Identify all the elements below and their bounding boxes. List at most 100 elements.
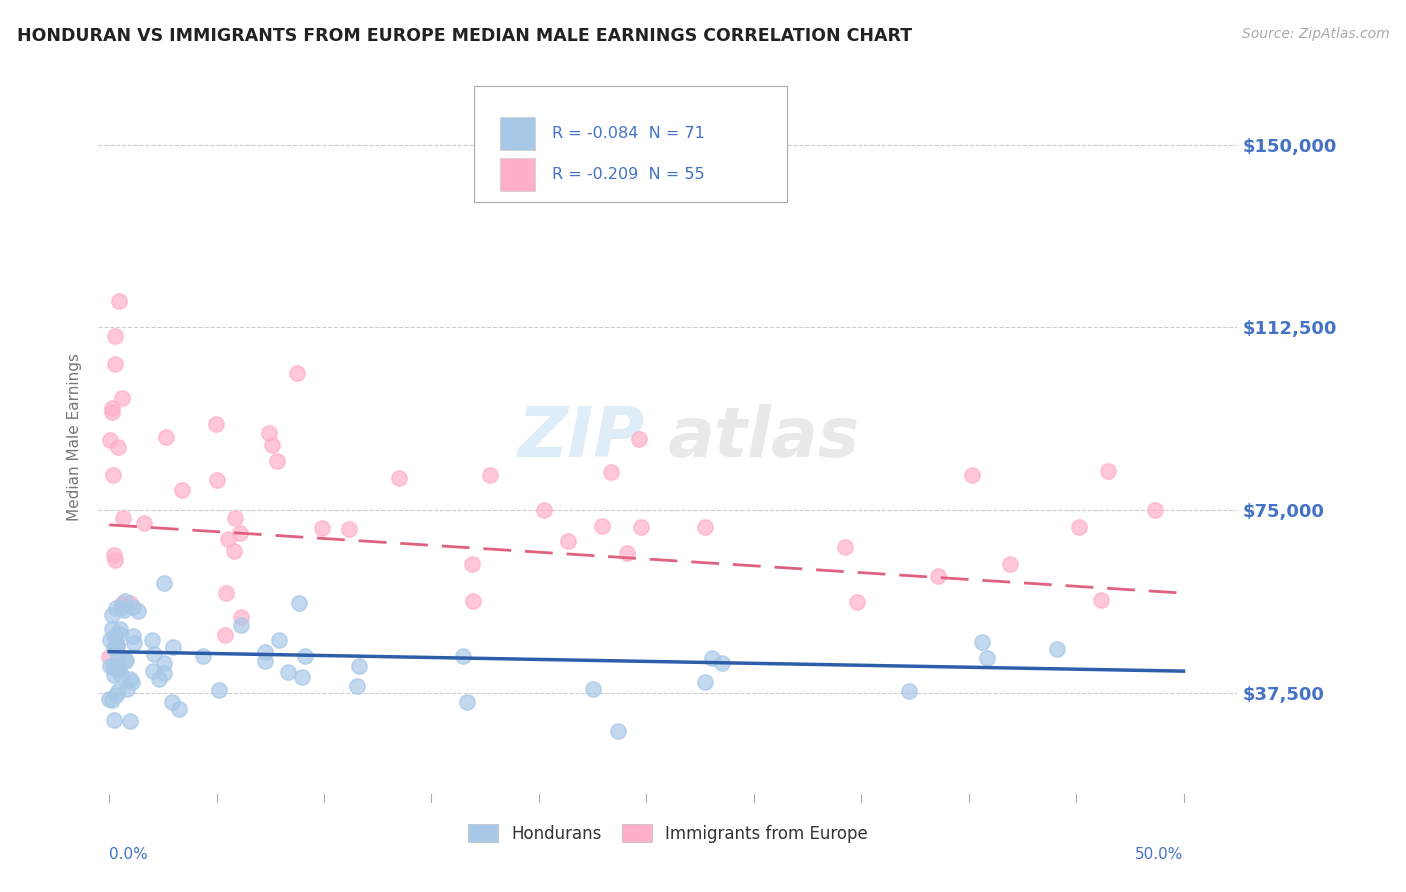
Y-axis label: Median Male Earnings: Median Male Earnings [67, 353, 83, 521]
Point [253, 654, 276, 668]
Point [169, 702, 191, 716]
Point [346, 679, 368, 693]
Point [115, 653, 138, 667]
Point [160, 695, 183, 709]
Point [288, 596, 311, 610]
Point [142, 665, 165, 679]
Point [591, 519, 613, 533]
Point [98, 633, 121, 648]
Point [1097, 464, 1119, 478]
Point [104, 630, 127, 644]
Point [104, 662, 127, 676]
Point [98, 433, 121, 447]
Point [229, 526, 252, 541]
Point [152, 666, 174, 681]
Text: HONDURAN VS IMMIGRANTS FROM EUROPE MEDIAN MALE EARNINGS CORRELATION CHART: HONDURAN VS IMMIGRANTS FROM EUROPE MEDIA… [17, 27, 912, 45]
Point [1067, 520, 1090, 534]
Point [898, 684, 921, 698]
Point [104, 357, 127, 371]
Point [1090, 593, 1112, 607]
Point [127, 604, 149, 618]
Point [108, 662, 131, 676]
Point [1046, 642, 1069, 657]
Point [104, 629, 127, 643]
Text: atlas: atlas [668, 403, 860, 471]
Bar [501, 159, 534, 191]
Point [710, 656, 733, 670]
Point [207, 682, 229, 697]
Bar [501, 118, 534, 150]
Point [110, 668, 132, 682]
Point [451, 648, 474, 663]
Point [98, 659, 121, 673]
Point [700, 650, 723, 665]
Point [114, 654, 136, 668]
Point [294, 649, 316, 664]
Point [976, 651, 998, 665]
Point [557, 533, 579, 548]
Point [132, 516, 155, 531]
Point [695, 520, 717, 534]
Point [105, 662, 128, 676]
Point [269, 633, 291, 648]
Point [630, 520, 652, 534]
Point [205, 473, 228, 487]
Point [229, 610, 252, 624]
Point [461, 594, 484, 608]
Point [100, 692, 122, 706]
Point [122, 600, 145, 615]
Legend: Hondurans, Immigrants from Europe: Hondurans, Immigrants from Europe [461, 817, 875, 849]
Point [970, 635, 993, 649]
Point [104, 658, 127, 673]
Point [110, 600, 132, 615]
Point [581, 681, 603, 696]
Point [927, 569, 949, 583]
Point [162, 640, 184, 654]
Point [118, 596, 141, 610]
Point [103, 549, 125, 563]
Point [217, 532, 239, 546]
Point [111, 597, 134, 611]
Point [205, 417, 228, 432]
Point [277, 665, 299, 679]
Point [616, 546, 638, 560]
Point [628, 432, 651, 446]
Point [98, 649, 121, 664]
Point [141, 633, 163, 648]
Point [101, 607, 124, 622]
Point [311, 521, 333, 535]
Point [834, 540, 856, 554]
Text: 50.0%: 50.0% [1135, 847, 1184, 862]
Point [104, 601, 127, 615]
Point [105, 638, 128, 652]
Point [103, 658, 125, 673]
Point [266, 454, 288, 468]
Point [191, 649, 214, 664]
Point [388, 471, 411, 485]
Point [215, 585, 238, 599]
Point [998, 557, 1021, 571]
Point [222, 543, 245, 558]
Point [101, 623, 124, 637]
Point [262, 438, 284, 452]
Point [114, 593, 136, 607]
Point [170, 483, 193, 497]
Point [105, 639, 128, 653]
Text: R = -0.209  N = 55: R = -0.209 N = 55 [551, 167, 704, 182]
Point [107, 683, 129, 698]
Point [142, 648, 165, 662]
Text: Source: ZipAtlas.com: Source: ZipAtlas.com [1241, 27, 1389, 41]
Point [257, 426, 280, 441]
Point [101, 405, 124, 419]
Point [456, 695, 478, 709]
Point [107, 648, 129, 663]
Point [291, 670, 314, 684]
Point [337, 522, 360, 536]
Point [98, 692, 121, 706]
Point [104, 688, 127, 702]
Point [112, 510, 135, 524]
Point [155, 430, 177, 444]
Point [349, 659, 371, 673]
Point [600, 466, 623, 480]
Point [1143, 502, 1166, 516]
